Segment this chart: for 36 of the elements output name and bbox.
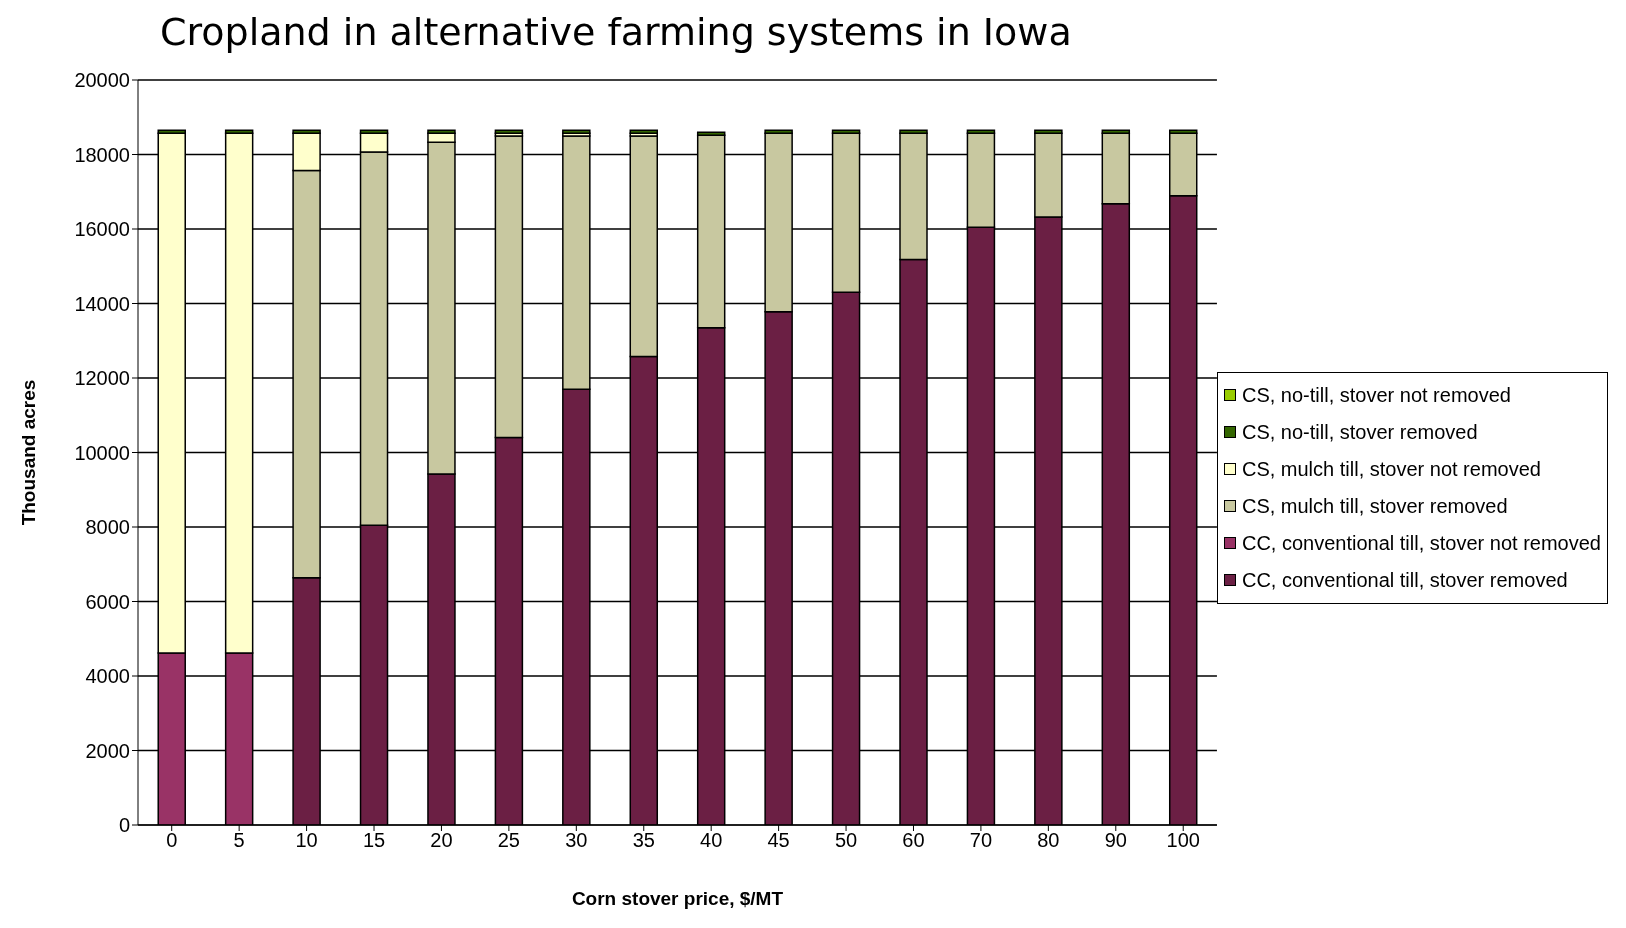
x-tick-label: 45 xyxy=(767,829,790,852)
y-tick-label: 10000 xyxy=(74,441,130,464)
legend-label: CC, conventional till, stover removed xyxy=(1241,568,1568,592)
y-tick-label: 8000 xyxy=(85,516,130,539)
legend-label: CS, mulch till, stover removed xyxy=(1241,494,1508,518)
y-tick-label: 2000 xyxy=(85,739,130,762)
legend-label: CS, no-till, stover removed xyxy=(1241,420,1478,444)
x-tick-label: 25 xyxy=(497,829,521,852)
chart-title: Cropland in alternative farming systems in Iowa xyxy=(159,9,1073,56)
y-tick-label: 16000 xyxy=(74,218,130,241)
x-tick-label: 10 xyxy=(295,829,318,852)
x-tick-label: 20 xyxy=(430,829,453,852)
legend-label: CS, no-till, stover not removed xyxy=(1241,383,1511,407)
y-tick-label: 0 xyxy=(118,814,130,837)
x-axis-title: Corn stover price, $/MT xyxy=(571,888,784,909)
x-tick-label: 5 xyxy=(233,829,245,852)
x-tick-label: 100 xyxy=(1166,829,1200,852)
y-axis-title: Thousand acres xyxy=(17,379,39,526)
x-tick-label: 0 xyxy=(166,829,178,852)
y-tick-label: 4000 xyxy=(85,665,130,688)
legend-label: CS, mulch till, stover not removed xyxy=(1241,457,1541,481)
x-tick-label: 50 xyxy=(834,829,858,852)
y-tick-label: 14000 xyxy=(74,292,130,315)
x-tick-label: 60 xyxy=(902,829,925,852)
x-tick-label: 15 xyxy=(362,829,386,852)
x-tick-label: 80 xyxy=(1037,829,1060,852)
y-tick-label: 6000 xyxy=(85,590,130,613)
x-tick-label: 35 xyxy=(632,829,655,852)
y-tick-label: 18000 xyxy=(74,143,130,166)
x-tick-label: 40 xyxy=(700,829,723,852)
y-tick-label: 20000 xyxy=(74,69,130,92)
x-tick-label: 90 xyxy=(1104,829,1127,852)
y-tick-label: 12000 xyxy=(74,367,130,390)
x-tick-label: 70 xyxy=(969,829,993,852)
x-tick-label: 30 xyxy=(565,829,588,852)
legend-label: CC, conventional till, stover not removed xyxy=(1241,531,1601,555)
